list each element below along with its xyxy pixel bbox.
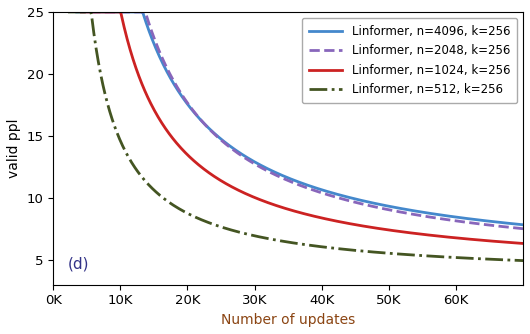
Linformer, n=512, k=256 <box>369 250 375 254</box>
Linformer, n=4096, k=256 <box>372 201 378 205</box>
Linformer, n=1024, k=256 <box>520 241 526 245</box>
Line: Linformer, n=2048, k=256: Linformer, n=2048, k=256 <box>90 12 523 229</box>
Linformer, n=1024, k=256 <box>78 10 85 14</box>
Linformer, n=2048, k=256 <box>198 119 205 123</box>
Y-axis label: valid ppl: valid ppl <box>7 119 21 178</box>
Linformer, n=512, k=256 <box>408 253 414 257</box>
Linformer, n=2048, k=256 <box>376 206 383 210</box>
Linformer, n=512, k=256 <box>145 183 152 187</box>
Linformer, n=1024, k=256 <box>411 231 417 235</box>
Linformer, n=2048, k=256 <box>283 178 289 182</box>
Text: (d): (d) <box>67 256 89 271</box>
Linformer, n=2048, k=256 <box>520 227 526 231</box>
Linformer, n=4096, k=256 <box>74 10 80 14</box>
Linformer, n=512, k=256 <box>333 246 339 250</box>
Linformer, n=1024, k=256 <box>156 117 163 121</box>
Linformer, n=1024, k=256 <box>278 205 285 209</box>
Linformer, n=512, k=256 <box>271 238 277 242</box>
Linformer, n=4096, k=256 <box>410 208 416 212</box>
Linformer, n=4096, k=256 <box>337 193 343 197</box>
Linformer, n=4096, k=256 <box>153 46 159 50</box>
Linformer, n=512, k=256 <box>65 10 71 14</box>
Linformer, n=1024, k=256 <box>192 160 198 164</box>
Linformer, n=2048, k=256 <box>164 66 170 70</box>
Linformer, n=512, k=256 <box>182 210 188 214</box>
Linformer, n=1024, k=256 <box>339 220 345 224</box>
X-axis label: Number of updates: Number of updates <box>221 313 355 327</box>
Legend: Linformer, n=4096, k=256, Linformer, n=2048, k=256, Linformer, n=1024, k=256, Li: Linformer, n=4096, k=256, Linformer, n=2… <box>302 18 517 104</box>
Linformer, n=4096, k=256 <box>520 223 526 227</box>
Linformer, n=2048, k=256 <box>87 10 93 14</box>
Linformer, n=4096, k=256 <box>188 107 195 111</box>
Linformer, n=512, k=256 <box>520 259 526 263</box>
Linformer, n=2048, k=256 <box>413 213 419 217</box>
Linformer, n=4096, k=256 <box>276 172 282 176</box>
Linformer, n=2048, k=256 <box>342 198 348 202</box>
Line: Linformer, n=512, k=256: Linformer, n=512, k=256 <box>68 12 523 261</box>
Linformer, n=1024, k=256 <box>373 226 379 230</box>
Line: Linformer, n=1024, k=256: Linformer, n=1024, k=256 <box>82 12 523 243</box>
Line: Linformer, n=4096, k=256: Linformer, n=4096, k=256 <box>77 12 523 225</box>
